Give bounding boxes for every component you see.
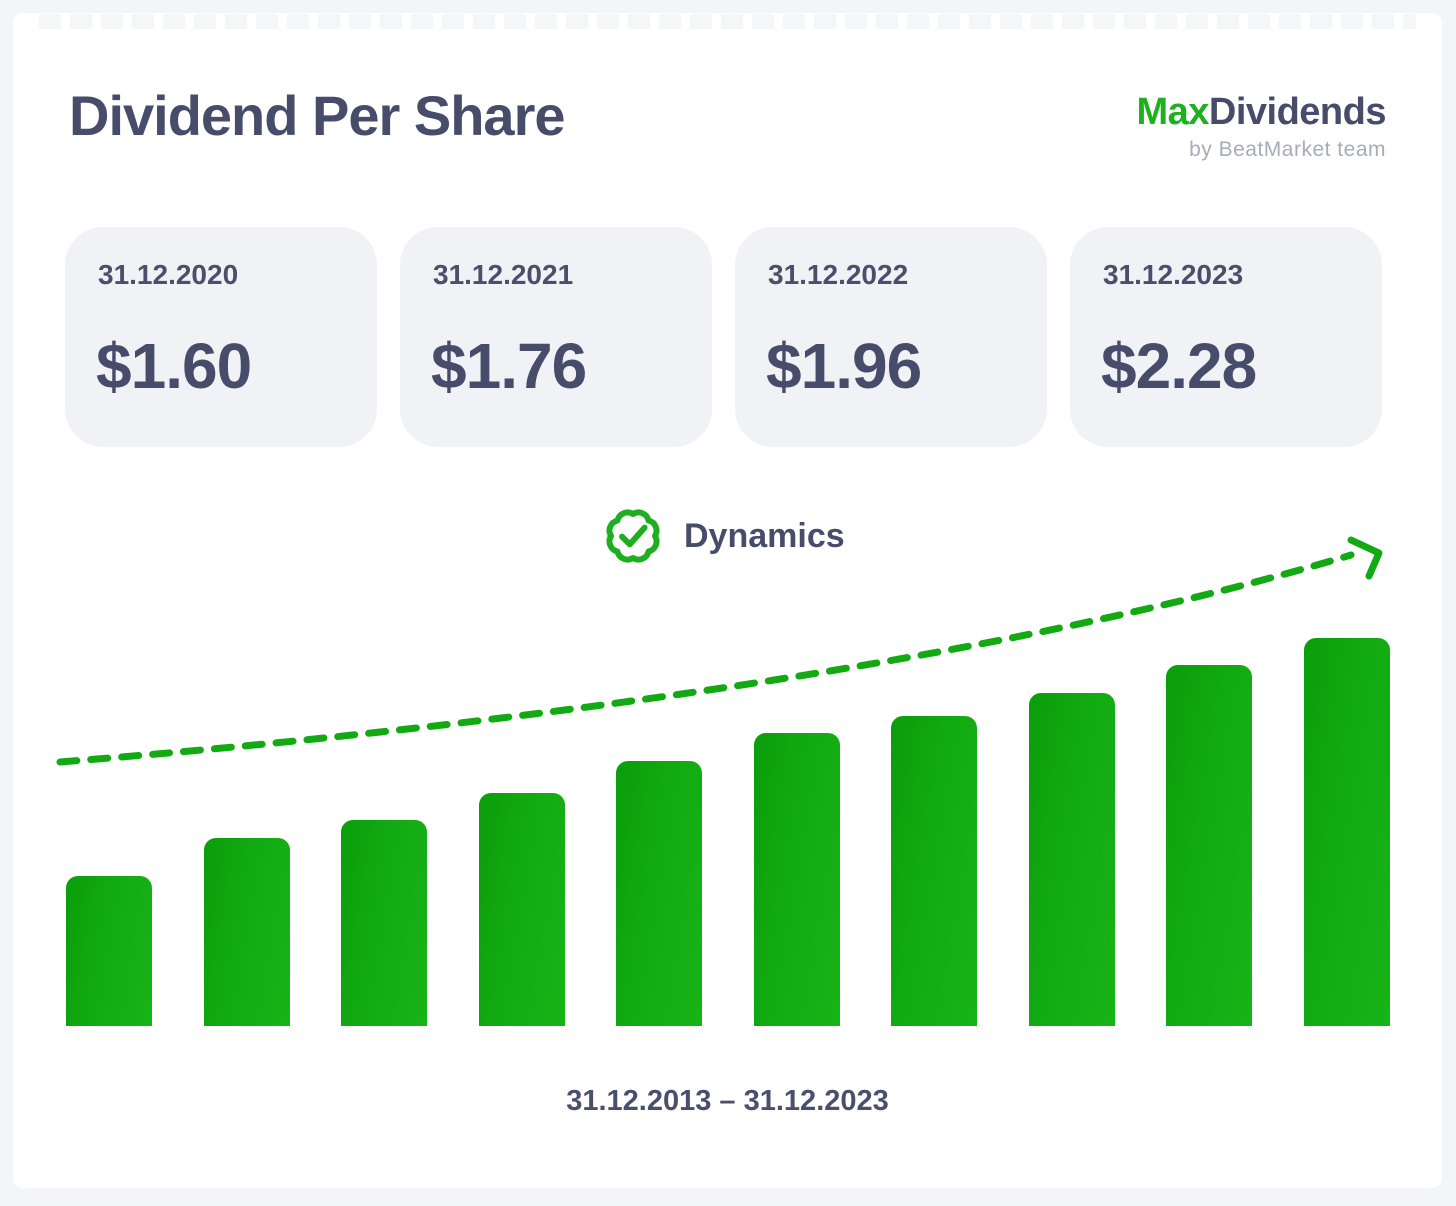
dynamics-label: Dynamics <box>684 516 845 555</box>
dividend-bar <box>203 837 290 1026</box>
brand-logo-dark: Dividends <box>1208 91 1387 133</box>
brand-logo-accent: Max <box>1136 91 1209 133</box>
stat-card-2020: 31.12.2020 $1.60 <box>65 227 377 447</box>
stat-date: 31.12.2022 <box>768 259 909 290</box>
dividend-bar <box>66 875 152 1026</box>
stat-date: 31.12.2020 <box>98 259 239 290</box>
dividend-bar <box>478 792 565 1026</box>
stat-value: $1.96 <box>766 330 922 402</box>
brand-logo: MaxDividends by BeatMarket team <box>1136 91 1386 162</box>
page-title: Dividend Per Share <box>69 84 566 147</box>
dividend-bar <box>891 716 978 1026</box>
stat-date: 31.12.2023 <box>1103 259 1244 290</box>
x-axis-range-label: 31.12.2013 – 31.12.2023 <box>566 1085 889 1117</box>
stat-date: 31.12.2021 <box>433 259 574 290</box>
stat-value: $1.60 <box>96 330 252 402</box>
dynamics-header: Dynamics <box>602 505 845 567</box>
cropped-content-artifact <box>39 14 1416 29</box>
dividend-bar <box>1028 693 1115 1026</box>
dividend-bar <box>616 761 703 1026</box>
dividend-bar <box>341 819 428 1026</box>
dividend-bar <box>753 733 840 1026</box>
stat-card-2021: 31.12.2021 $1.76 <box>400 227 712 447</box>
dividend-bar-chart <box>66 638 1390 1026</box>
brand-logo-text: MaxDividends <box>1136 91 1386 134</box>
content-card: Dividend Per Share MaxDividends by BeatM… <box>13 13 1442 1188</box>
stat-card-2022: 31.12.2022 $1.96 <box>735 227 1047 447</box>
stat-value: $1.76 <box>431 330 587 402</box>
dividend-bar <box>1303 638 1390 1026</box>
stat-card-2023: 31.12.2023 $2.28 <box>1070 227 1382 447</box>
dividend-bar <box>1166 665 1253 1026</box>
brand-tagline: by BeatMarket team <box>1189 138 1386 161</box>
stat-cards-row: 31.12.2020 $1.60 31.12.2021 $1.76 31.12.… <box>65 227 1382 447</box>
verified-badge-check-icon <box>606 509 660 563</box>
stat-value: $2.28 <box>1101 330 1257 402</box>
